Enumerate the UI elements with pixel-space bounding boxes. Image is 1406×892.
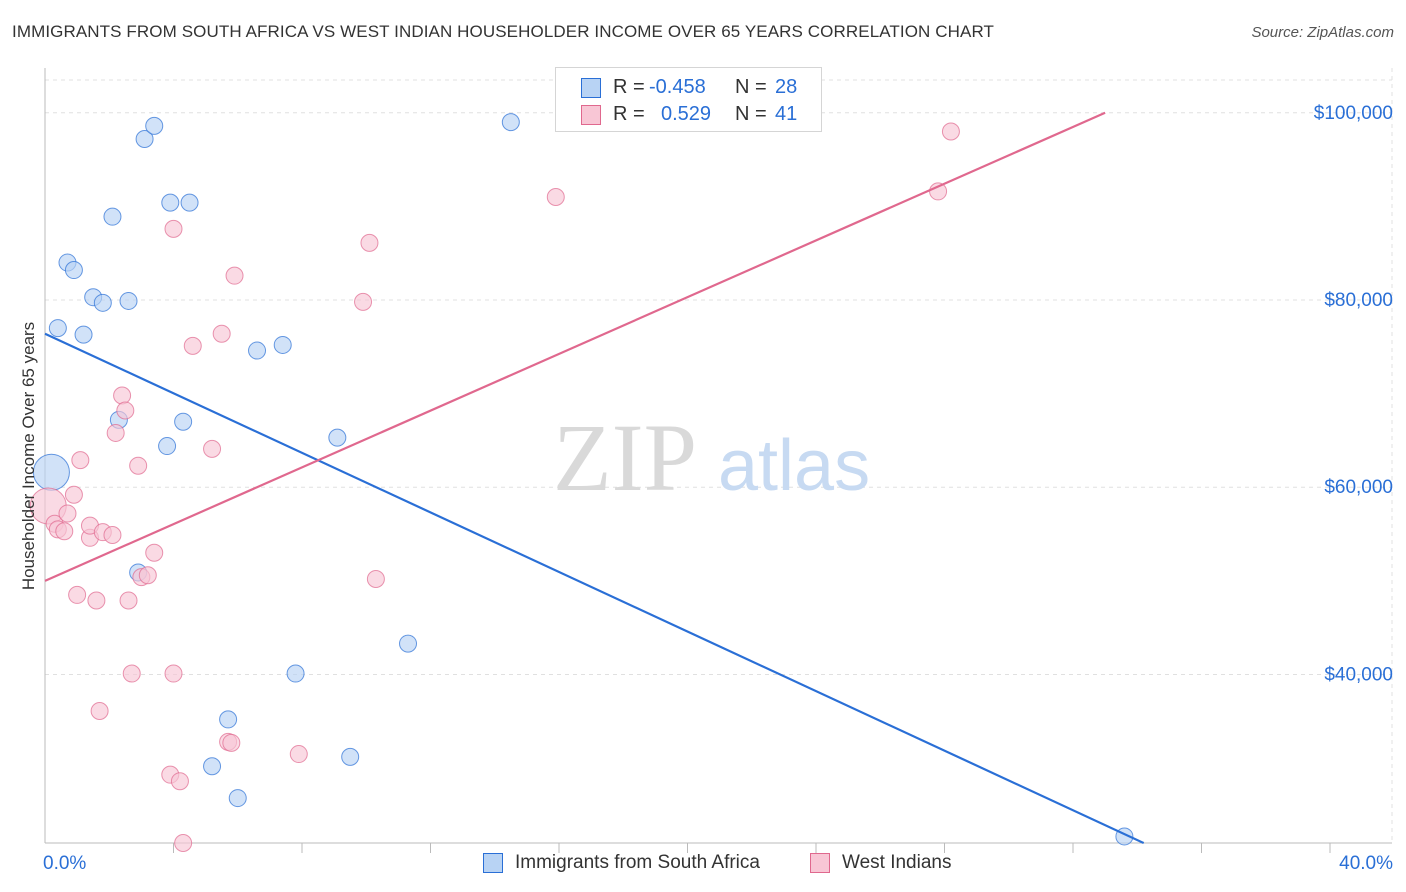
west-indians-point [113, 386, 132, 405]
west-indians-point [546, 188, 565, 207]
west-indians-point [225, 266, 244, 285]
south-africa-point [328, 428, 347, 447]
south-africa-point [74, 325, 93, 344]
legend-n-value: 41 [775, 103, 798, 125]
west-indians-point [174, 834, 193, 852]
south-africa-point [145, 116, 164, 135]
south-africa-trendline [44, 332, 1145, 844]
west-indians-point [164, 664, 183, 683]
west-indians-point [106, 423, 125, 442]
south-africa-point [119, 291, 138, 310]
west-indians-point [138, 566, 157, 585]
west-indians-point [58, 504, 77, 523]
chart-title: IMMIGRANTS FROM SOUTH AFRICA VS WEST IND… [12, 22, 995, 41]
bottom-legend-swatch-pink [810, 853, 830, 873]
west-indians-point [68, 585, 87, 604]
west-indians-point [64, 485, 83, 504]
legend-r-label: R = [613, 76, 651, 98]
west-indians-point [71, 451, 90, 470]
west-indians-point [145, 543, 164, 562]
south-africa-point [203, 757, 222, 776]
bottom-legend-swatch-blue [483, 853, 503, 873]
south-africa-point [32, 453, 70, 491]
y-tick-label: $60,000 [1324, 477, 1393, 498]
y-axis-label: Householder Income Over 65 years [19, 322, 38, 590]
west-indians-point [354, 292, 373, 311]
legend-r-label: R = [613, 103, 651, 125]
west-indians-point [122, 664, 141, 683]
y-tick-label: $40,000 [1324, 664, 1393, 685]
west-indians-point [90, 701, 109, 720]
south-africa-point [399, 634, 418, 653]
x-tick-label: 0.0% [43, 853, 86, 874]
south-africa-point [219, 710, 238, 729]
south-africa-point [103, 207, 122, 226]
west-indians-point [212, 324, 231, 343]
west-indians-point [203, 439, 222, 458]
legend-r-value: 0.529 [661, 103, 712, 125]
legend-n-value: 28 [775, 76, 798, 98]
bottom-legend-label: West Indians [842, 852, 952, 873]
south-africa-point [228, 789, 247, 808]
south-africa-point [501, 113, 520, 132]
west-indians-point [289, 745, 308, 764]
west-indians-point [129, 456, 148, 475]
legend-swatch-pink [581, 105, 601, 125]
y-tick-label: $80,000 [1324, 290, 1393, 311]
south-africa-point [48, 319, 67, 338]
x-tick-label: 40.0% [1339, 853, 1393, 874]
west-indians-point [119, 591, 138, 610]
y-tick-label: $100,000 [1314, 103, 1393, 124]
south-africa-point [158, 437, 177, 456]
west-indians-point [360, 233, 379, 252]
south-africa-point [180, 193, 199, 212]
west-indians-point [183, 336, 202, 355]
legend-r-value: -0.458 [649, 76, 706, 98]
axes-layer: $40,000 $60,000 $80,000 $100,000 0.0% 40.0% [43, 68, 1393, 874]
south-africa-point [286, 664, 305, 683]
west-indians-point [164, 219, 183, 238]
south-africa-point [64, 261, 83, 280]
west-indians-trendline [44, 111, 1106, 582]
west-indians-point [103, 525, 122, 544]
legend-swatch-blue [581, 78, 601, 98]
chart-source: Source: ZipAtlas.com [1251, 24, 1394, 41]
west-indians-point [222, 733, 241, 752]
west-indians-point [55, 522, 74, 541]
bottom-legend-label: Immigrants from South Africa [515, 852, 760, 873]
west-indians-point [87, 591, 106, 610]
south-africa-point [93, 293, 112, 312]
watermark-atlas: atlas [718, 426, 870, 506]
south-africa-point [248, 341, 267, 360]
south-africa-point [341, 747, 360, 766]
west-indians-point [366, 569, 385, 588]
west-indians-point [941, 122, 960, 141]
legend-n-label: N = [735, 103, 773, 125]
zipatlas-watermark: ZIP atlas [553, 404, 870, 511]
south-africa-point [273, 335, 292, 354]
south-africa-point [135, 129, 154, 148]
legend-n-label: N = [735, 76, 773, 98]
trend-layer [44, 111, 1145, 844]
stats-legend: R = -0.458 N = 28 R = 0.529 N = 41 [555, 67, 822, 132]
grid-layer [45, 68, 1393, 843]
west-indians-point [116, 401, 135, 420]
watermark-zip: ZIP [553, 404, 697, 511]
west-indians-point [170, 772, 189, 791]
south-africa-point [161, 193, 180, 212]
south-africa-point [174, 412, 193, 431]
points-layer [29, 113, 1134, 852]
